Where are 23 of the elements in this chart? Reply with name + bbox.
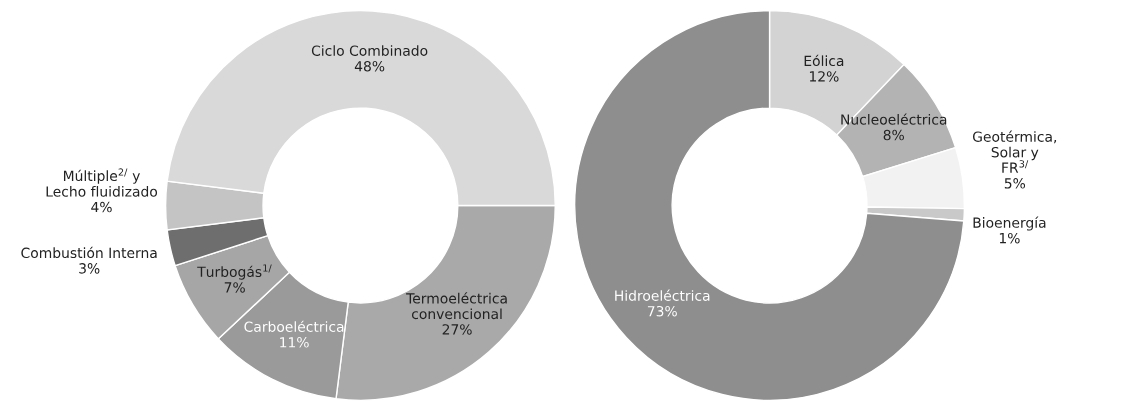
slice-label: Geotérmica, Solar y FR$^{3/}$ (972, 130, 1057, 173)
data-label: 8% (883, 129, 904, 141)
slice-label: Bioenergía (973, 216, 1046, 231)
slice-label: Carboeléctrica (244, 320, 344, 332)
data-label: 27% (442, 324, 472, 335)
slice-label: Turbogás$^{1/}$ (197, 264, 272, 280)
slice-label: Termoeléctrica convencional (406, 292, 507, 320)
data-label: 1% (999, 232, 1020, 244)
data-label: 5% (1004, 178, 1026, 189)
data-label: 7% (224, 282, 245, 293)
slice-label: Nucleoeléctrica (841, 113, 947, 125)
slice-label: Combustión Interna (21, 246, 157, 259)
data-label: 3% (79, 263, 100, 274)
data-label: 48% (354, 60, 385, 72)
donut-slice (574, 9, 965, 402)
slice-label: Eólica (804, 54, 844, 67)
data-label: 4% (91, 201, 112, 213)
data-label: 11% (280, 337, 309, 348)
slice-label: Hidroeléctrica (615, 289, 710, 301)
slice-label: Múltiple$^{2/}$ y Lecho fluidizado (46, 168, 158, 197)
data-label: 73% (647, 305, 677, 317)
slice-label: Ciclo Combinado (311, 45, 428, 56)
data-label: 12% (809, 71, 839, 82)
